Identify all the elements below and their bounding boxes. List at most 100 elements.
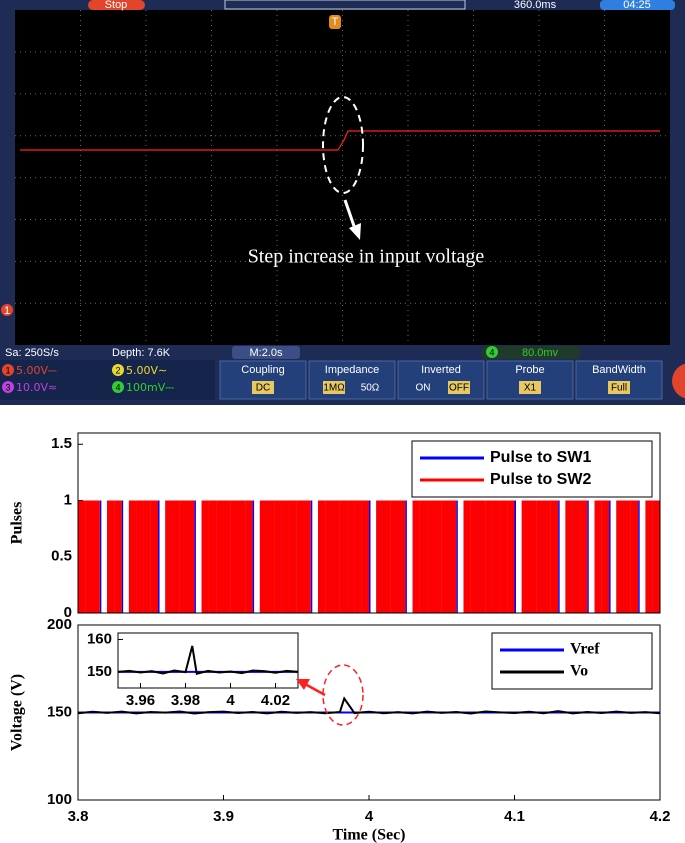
- pulse: [318, 500, 326, 613]
- pulse: [361, 500, 369, 613]
- pulse: [128, 500, 137, 613]
- pulse: [405, 500, 407, 613]
- menu-option: 1MΩ: [323, 383, 345, 394]
- legend-label: Vref: [570, 641, 600, 658]
- legend-box: [411, 440, 653, 498]
- pulse: [601, 500, 610, 613]
- pulse: [78, 500, 86, 613]
- chart: 0 0.5 1 1.5 Pulses Pulse to SW1 Pulse to SW2 10…: [9, 432, 670, 843]
- pulse: [216, 500, 224, 613]
- menu-option-bg: [448, 381, 470, 394]
- pulse: [652, 500, 660, 613]
- status-pill: [88, 0, 145, 10]
- arrow-head: [296, 679, 310, 690]
- trigger-level: 80.0mv: [522, 347, 559, 359]
- pulse: [332, 500, 340, 613]
- channel-scale: 10.0V≈: [16, 381, 57, 394]
- arrow: [343, 199, 356, 227]
- offset: 360.0ms: [514, 0, 557, 11]
- y-tick-label: 150: [47, 703, 72, 720]
- x-tick-label: 3.8: [68, 808, 89, 825]
- pulse: [434, 500, 442, 613]
- sample-rate: Sa: 250S/s: [5, 347, 59, 359]
- plot-frame: [117, 632, 299, 689]
- y-tick-label: 0: [64, 604, 72, 621]
- pulse: [572, 500, 580, 613]
- pulse: [638, 500, 640, 613]
- pulse: [274, 500, 282, 613]
- y-axis-label: Voltage (V): [9, 674, 26, 751]
- menu-option-bg: [608, 381, 630, 394]
- menu-option: X1: [524, 383, 537, 394]
- y-tick-label: 1: [64, 491, 72, 508]
- x-tick-label: 4.1: [504, 808, 525, 825]
- pulse: [514, 500, 516, 613]
- pulse: [194, 500, 196, 613]
- pulse: [587, 500, 589, 613]
- pulse: [449, 500, 457, 613]
- channel-badge: [112, 381, 124, 393]
- menu-end: [672, 363, 685, 399]
- series-line: [77, 696, 661, 715]
- pulse: [187, 500, 195, 613]
- plot-area: [118, 633, 298, 688]
- menu-title: Probe: [515, 364, 544, 376]
- pulse: [478, 500, 486, 613]
- y-tick-label: 150: [87, 663, 112, 680]
- menu-option-bg: [519, 381, 541, 394]
- x-tick-label: 3.9: [213, 808, 234, 825]
- highlight: [322, 96, 364, 194]
- pulse: [114, 500, 122, 613]
- channel-scale: 100mV⎓: [126, 381, 174, 394]
- pulse: [507, 500, 515, 613]
- channel-scale: 5.00V⎓: [16, 364, 57, 377]
- pulse: [230, 500, 239, 613]
- channel-badge: [2, 381, 14, 393]
- plot-frame: [77, 624, 661, 801]
- channel-number: 4: [115, 382, 120, 392]
- pulse: [259, 500, 268, 613]
- trigger-marker-bg: [329, 15, 341, 29]
- channel-badge: [2, 364, 14, 376]
- pulse: [172, 500, 180, 613]
- legend-label: Pulse to SW2: [490, 471, 591, 488]
- pulse: [238, 500, 246, 613]
- pulse: [499, 500, 508, 613]
- memory-bar: [224, 0, 466, 10]
- x-axis-label: Time (Sec): [332, 827, 405, 843]
- x-tick-label: 4: [365, 808, 374, 825]
- pulse: [529, 500, 537, 613]
- pulse: [85, 500, 93, 613]
- time-scale-box: [232, 346, 300, 359]
- arrow-head: [349, 223, 361, 240]
- menu-option: ON: [416, 383, 431, 394]
- status: Stop: [105, 0, 128, 11]
- pulse: [441, 500, 450, 613]
- channel-number: 3: [5, 382, 10, 392]
- menu-title: Impedance: [325, 364, 379, 376]
- pulse: [252, 500, 255, 613]
- y-tick-label: 0.5: [51, 548, 72, 565]
- y-axis-label: Pulses: [9, 502, 26, 545]
- legend-label: Pulse to SW1: [490, 449, 591, 466]
- pulse: [281, 500, 289, 613]
- pulse: [245, 500, 253, 613]
- y-tick-label: 1.5: [51, 435, 72, 452]
- channel-panel: [0, 360, 215, 400]
- menu-title: BandWidth: [592, 364, 646, 376]
- depth: Depth: 7.6K: [112, 347, 171, 359]
- pulse: [623, 500, 631, 613]
- pulse: [376, 500, 384, 613]
- highlight: [322, 664, 364, 726]
- menu-option: Full: [611, 383, 627, 394]
- pulse: [594, 500, 602, 613]
- trigger-channel-bg: [486, 346, 498, 358]
- pulse: [201, 500, 209, 613]
- menu-option: DC: [256, 383, 270, 394]
- pulse: [383, 500, 391, 613]
- pulse: [550, 500, 559, 613]
- channel-scale: 5.00V∼: [126, 364, 167, 377]
- arrow: [304, 682, 326, 697]
- pulse: [390, 500, 399, 613]
